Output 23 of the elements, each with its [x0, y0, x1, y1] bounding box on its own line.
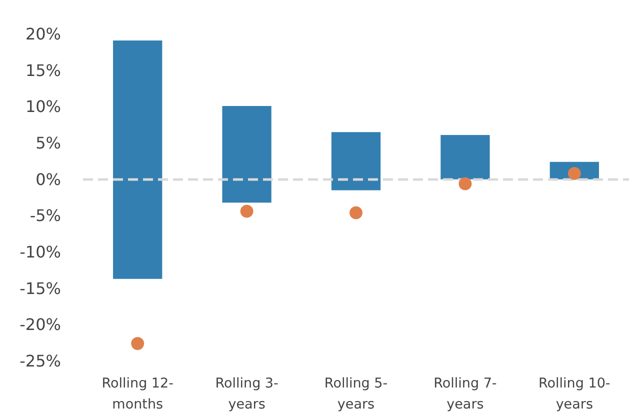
point	[458, 177, 472, 190]
y-tick-label: 15%	[25, 60, 61, 80]
y-tick-label: 0%	[36, 170, 61, 189]
point	[131, 337, 144, 350]
y-tick-label: 10%	[25, 97, 61, 116]
y-tick-label: -15%	[20, 278, 61, 298]
y-tick-label: -5%	[30, 206, 61, 226]
y-tick-label: 5%	[36, 134, 61, 152]
bar	[222, 106, 272, 203]
point	[350, 206, 362, 220]
bar	[440, 135, 490, 180]
x-tick-label: Rolling 7-years	[434, 376, 497, 412]
y-tick-label: -10%	[20, 242, 61, 262]
bar	[331, 132, 381, 190]
point	[240, 204, 254, 218]
x-tick-label: Rolling 5-years	[324, 376, 388, 412]
x-tick-label: Rolling 10-years	[538, 376, 610, 412]
x-tick-label: Rolling 12-months	[102, 376, 174, 412]
bar	[113, 40, 162, 279]
y-tick-label: -25%	[20, 352, 61, 370]
x-tick-label: Rolling 3-years	[215, 376, 279, 412]
y-tick-label: -20%	[20, 315, 61, 334]
y-tick-label: 20%	[25, 24, 61, 44]
